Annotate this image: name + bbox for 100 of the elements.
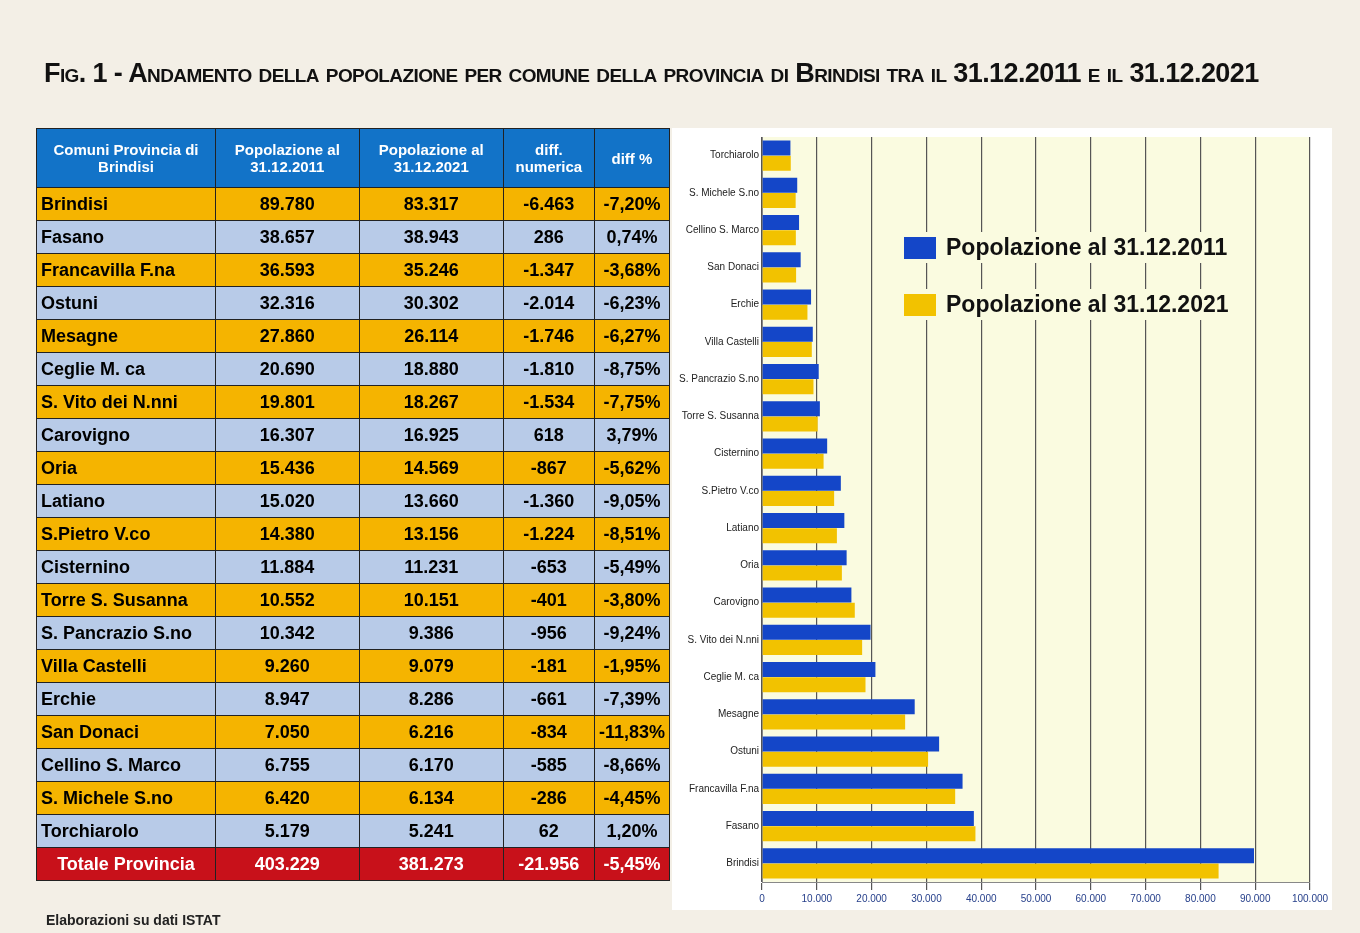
data-label: 10.342 — [215, 616, 360, 650]
bar — [762, 751, 929, 767]
data-label: 6.134 — [359, 781, 504, 815]
data-label: -1.360 — [503, 484, 595, 518]
data-label: -21.956 — [503, 847, 595, 881]
category-label: Cisternino — [36, 550, 216, 584]
series-label: Popolazione al 31.12.2011 — [215, 128, 360, 188]
data-label: 5.179 — [215, 814, 360, 848]
bar — [762, 624, 871, 640]
data-label: -3,80% — [594, 583, 670, 617]
data-label: 381.273 — [359, 847, 504, 881]
data-label: -9,05% — [594, 484, 670, 518]
data-label: 8.947 — [215, 682, 360, 716]
data-label: 30.302 — [359, 286, 504, 320]
bar — [762, 528, 837, 544]
data-label: -11,83% — [594, 715, 670, 749]
category-label: Ostuni — [36, 286, 216, 320]
y-tick-label: S.Pietro V.co — [701, 484, 760, 496]
y-tick-label: Oria — [740, 559, 760, 571]
data-label: -6.463 — [503, 187, 595, 221]
x-tick-label: 40.000 — [965, 892, 997, 904]
data-label: 14.380 — [215, 517, 360, 551]
data-label: -834 — [503, 715, 595, 749]
data-label: -661 — [503, 682, 595, 716]
x-tick-label: 30.000 — [911, 892, 943, 904]
category-label: S. Michele S.no — [36, 781, 216, 815]
bar — [762, 289, 812, 305]
data-label: 27.860 — [215, 319, 360, 353]
data-label: 26.114 — [359, 319, 504, 353]
data-label: 6.420 — [215, 781, 360, 815]
x-tick-label: 70.000 — [1130, 892, 1162, 904]
data-label: -1.347 — [503, 253, 595, 287]
data-label: 0,74% — [594, 220, 670, 254]
bar — [762, 863, 1219, 879]
data-label: -867 — [503, 451, 595, 485]
bar — [762, 513, 845, 528]
bar — [762, 364, 819, 379]
category-label: Torchiarolo — [36, 814, 216, 848]
data-label: -3,68% — [594, 253, 670, 287]
data-label: 403.229 — [215, 847, 360, 881]
bar — [762, 230, 796, 246]
x-tick-label: 90.000 — [1239, 892, 1271, 904]
data-label: -286 — [503, 781, 595, 815]
data-label: 6.755 — [215, 748, 360, 782]
y-tick-label: Torchiarolo — [710, 149, 760, 161]
series-label: diff. numerica — [503, 128, 595, 188]
data-label: -1.534 — [503, 385, 595, 419]
data-label: -6,23% — [594, 286, 670, 320]
data-label: 18.267 — [359, 385, 504, 419]
data-label: -585 — [503, 748, 595, 782]
bar — [762, 811, 974, 826]
data-label: -1,95% — [594, 649, 670, 683]
bar — [762, 326, 813, 342]
category-label: Totale Provincia — [36, 847, 216, 881]
data-label: -8,66% — [594, 748, 670, 782]
bar — [762, 140, 791, 156]
data-label: 62 — [503, 814, 595, 848]
data-label: 19.801 — [215, 385, 360, 419]
x-tick-label: 50.000 — [1020, 892, 1052, 904]
bar — [762, 662, 876, 677]
bar — [762, 736, 940, 752]
bar — [762, 438, 828, 454]
data-label: -5,62% — [594, 451, 670, 485]
y-tick-label: Torre S. Susanna — [681, 410, 760, 422]
data-label: 6.216 — [359, 715, 504, 749]
category-label: S. Pancrazio S.no — [36, 616, 216, 650]
category-label: S.Pietro V.co — [36, 517, 216, 551]
y-tick-label: S. Vito dei N.nni — [687, 633, 760, 645]
data-label: -6,27% — [594, 319, 670, 353]
category-label: Ceglie M. ca — [36, 352, 216, 386]
category-label: Erchie — [36, 682, 216, 716]
data-label: 14.569 — [359, 451, 504, 485]
bar — [762, 714, 906, 730]
series-label: diff % — [594, 128, 670, 188]
category-label: Torre S. Susanna — [36, 583, 216, 617]
data-label: 38.657 — [215, 220, 360, 254]
data-label: 9.079 — [359, 649, 504, 683]
x-tick-label: 100.000 — [1291, 892, 1329, 904]
bar — [762, 215, 800, 230]
bar — [762, 267, 797, 283]
text: Fig. 1 - Andamento della popolazione per comune della provincia di Brindisi tra il 31.12.2011 e il 31.12.2021 — [44, 58, 1260, 89]
legend-label: Popolazione al 31.12.2011 — [946, 234, 1228, 261]
y-tick-label: S. Pancrazio S.no — [679, 372, 760, 384]
series-label: Popolazione al 31.12.2021 — [359, 128, 504, 188]
data-label: 16.307 — [215, 418, 360, 452]
data-label: 20.690 — [215, 352, 360, 386]
data-label: -7,20% — [594, 187, 670, 221]
data-label: -1.746 — [503, 319, 595, 353]
bar — [762, 491, 835, 506]
data-label: 32.316 — [215, 286, 360, 320]
bar — [762, 565, 842, 581]
category-label: Brindisi — [36, 187, 216, 221]
data-label: 7.050 — [215, 715, 360, 749]
y-tick-label: Latiano — [726, 521, 760, 533]
category-label: S. Vito dei N.nni — [36, 385, 216, 419]
data-label: -401 — [503, 583, 595, 617]
category-label: Carovigno — [36, 418, 216, 452]
bar — [762, 453, 824, 469]
x-tick-label: 80.000 — [1185, 892, 1217, 904]
category-label: Mesagne — [36, 319, 216, 353]
